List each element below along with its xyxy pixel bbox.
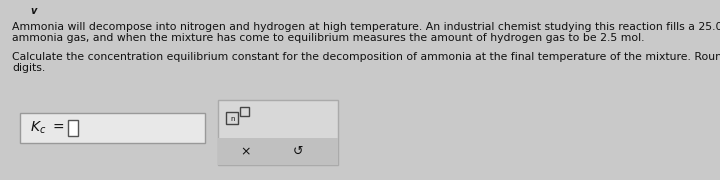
FancyBboxPatch shape: [20, 113, 205, 143]
Text: $K_c$: $K_c$: [30, 120, 46, 136]
Text: ↺: ↺: [293, 145, 303, 158]
Text: digits.: digits.: [12, 63, 45, 73]
FancyBboxPatch shape: [226, 112, 238, 124]
Text: Ammonia will decompose into nitrogen and hydrogen at high temperature. An indust: Ammonia will decompose into nitrogen and…: [12, 22, 720, 32]
FancyBboxPatch shape: [218, 100, 338, 165]
Text: Calculate the concentration equilibrium constant for the decomposition of ammoni: Calculate the concentration equilibrium …: [12, 52, 720, 62]
Text: ammonia gas, and when the mixture has come to equilibrium measures the amount of: ammonia gas, and when the mixture has co…: [12, 33, 644, 43]
FancyBboxPatch shape: [218, 138, 338, 165]
Text: ×: ×: [240, 145, 251, 158]
Text: =: =: [53, 121, 65, 135]
FancyBboxPatch shape: [240, 107, 249, 116]
FancyBboxPatch shape: [68, 120, 78, 136]
Text: n: n: [230, 116, 235, 122]
Text: v: v: [30, 6, 37, 16]
